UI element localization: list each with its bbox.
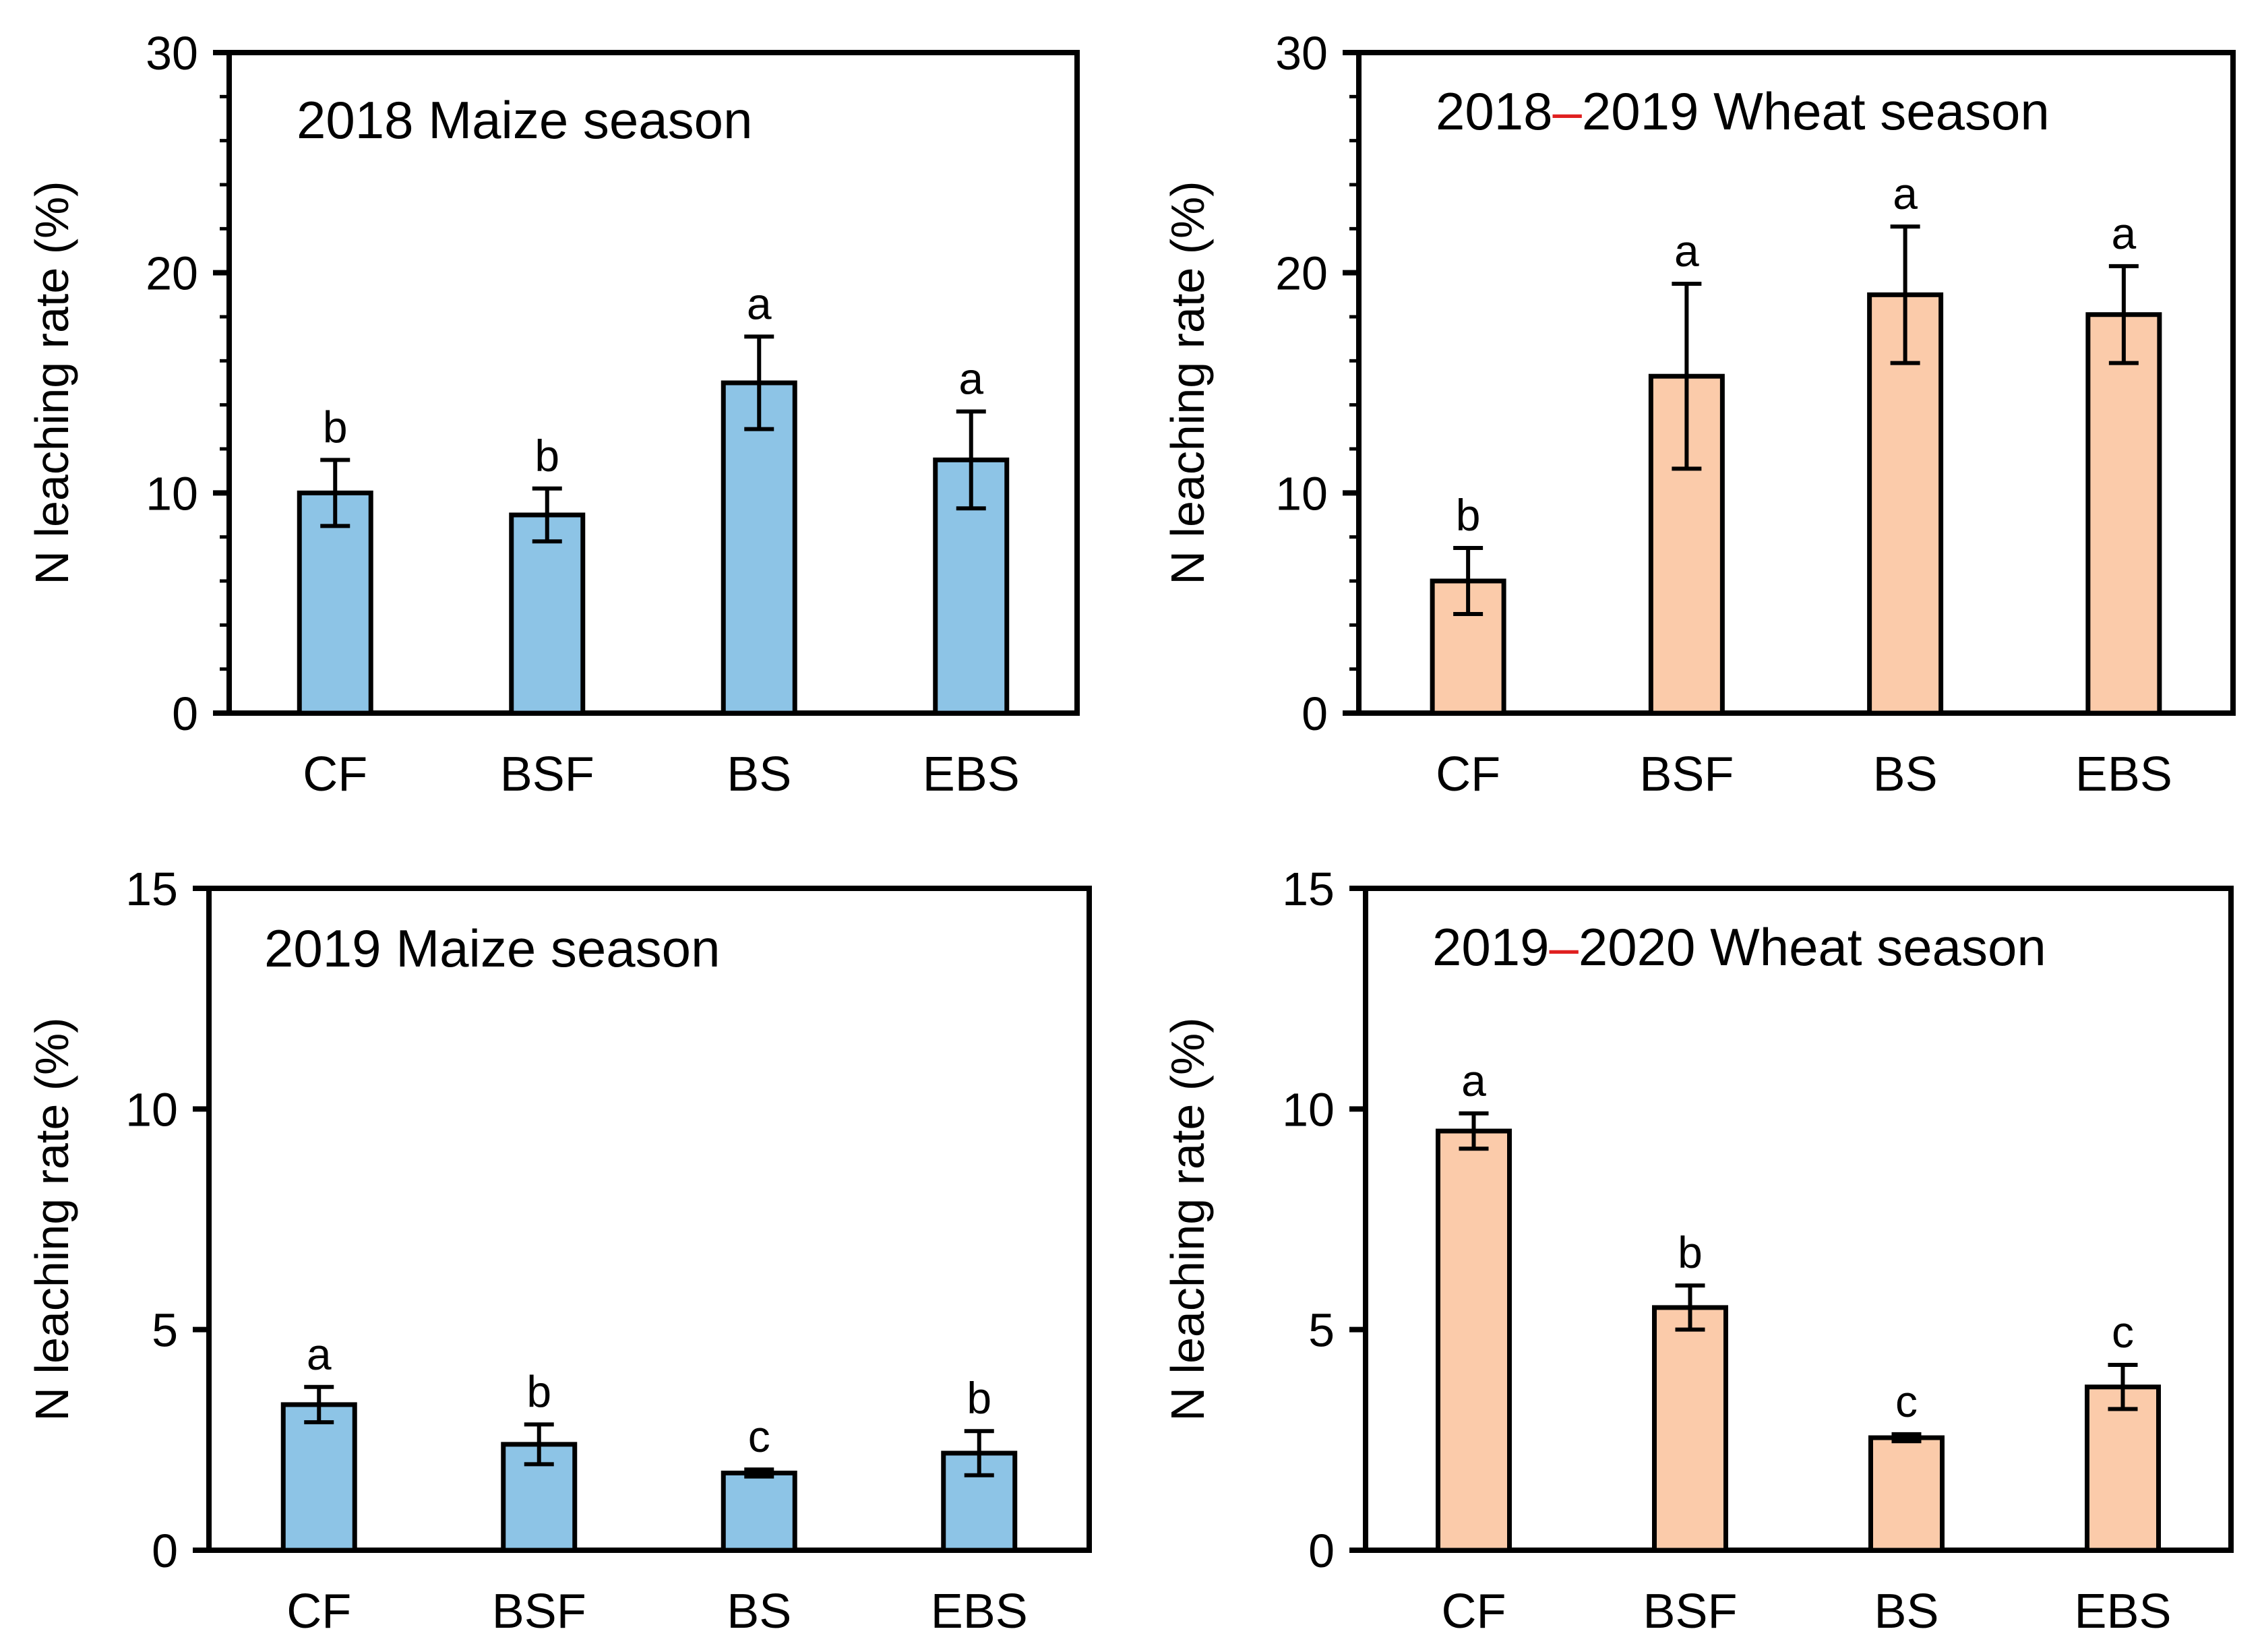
y-tick-label: 15 <box>1282 863 1335 915</box>
chart-title: 2019–2020 Wheat season <box>1432 917 2046 977</box>
significance-letter: a <box>747 278 772 328</box>
y-tick-label: 30 <box>1275 27 1328 80</box>
plot-frame <box>1363 886 2234 1553</box>
title-part: 2018 <box>1436 82 1553 141</box>
bar-ebs <box>933 457 1010 716</box>
significance-letter: b <box>1456 490 1481 540</box>
x-category-label: BSF <box>1639 747 1734 801</box>
y-axis-label: N leaching rate (%) <box>26 1017 78 1421</box>
x-category-label: EBS <box>2074 1585 2171 1639</box>
significance-letter: b <box>323 402 348 452</box>
bar-bsf <box>1652 1305 1728 1553</box>
y-axis-label: N leaching rate (%) <box>1161 1017 1214 1421</box>
y-axis-label: N leaching rate (%) <box>26 181 78 584</box>
x-category-label: BS <box>1873 747 1938 801</box>
title-dash: – <box>1553 82 1583 141</box>
y-axis-label: N leaching rate (%) <box>1161 181 1214 584</box>
y-tick-label: 10 <box>125 1083 178 1136</box>
significance-letter: b <box>526 1366 551 1416</box>
x-category-label: CF <box>1442 1585 1506 1639</box>
y-tick-label: 30 <box>146 27 198 80</box>
title-part: 2019 <box>1432 917 1550 977</box>
chart-title: 2019 Maize season <box>264 919 720 978</box>
significance-letter: c <box>2112 1307 2134 1357</box>
panel-maize-2018: 0 10 20 30 N leaching rate (%) 2018 Maize sea… <box>26 27 1080 801</box>
bar-bs <box>1868 1435 1945 1553</box>
y-tick-label: 10 <box>1275 467 1328 520</box>
bar-cf <box>280 1402 357 1553</box>
bar-bs <box>721 380 797 716</box>
x-category-label: BS <box>1874 1585 1938 1639</box>
significance-letter: c <box>1895 1376 1918 1426</box>
x-category-label: BSF <box>1643 1585 1737 1639</box>
y-tick-label: 10 <box>1282 1083 1335 1136</box>
significance-letter: a <box>1461 1056 1486 1105</box>
title-part: 2018 Maize season <box>297 90 752 150</box>
plot-frame <box>226 50 1080 716</box>
significance-letter: a <box>307 1329 332 1379</box>
y-tick-label: 15 <box>125 863 178 915</box>
chart-title: 2018–2019 Wheat season <box>1436 82 2050 141</box>
significance-letter: b <box>967 1373 991 1423</box>
y-tick-label: 5 <box>152 1304 178 1357</box>
significance-letter: a <box>958 353 983 403</box>
y-tick-label: 10 <box>146 467 198 520</box>
y-tick-label: 20 <box>146 247 198 300</box>
x-category-label: CF <box>1436 747 1500 801</box>
title-part: 2020 Wheat season <box>1579 917 2046 977</box>
x-category-label: EBS <box>2075 747 2172 801</box>
bar-cf <box>1436 1128 1512 1553</box>
bar-ebs <box>2085 312 2162 716</box>
significance-letter: b <box>1678 1227 1703 1277</box>
significance-letter: a <box>1674 226 1699 276</box>
y-tick-label: 0 <box>1302 687 1328 740</box>
panel-maize-2019: 0 5 10 15 N leaching rate (%) 2019 Maize seas… <box>26 863 1092 1639</box>
significance-letter: b <box>534 431 559 481</box>
plot-frame <box>1356 50 2236 716</box>
significance-letter: c <box>748 1411 770 1461</box>
y-tick-label: 0 <box>1308 1525 1335 1577</box>
x-category-label: CF <box>286 1585 351 1639</box>
y-tick-label: 0 <box>172 687 198 740</box>
x-category-label: CF <box>303 747 367 801</box>
significance-letter: a <box>2112 208 2137 258</box>
x-category-label: EBS <box>923 747 1020 801</box>
significance-letter: a <box>1893 169 1918 218</box>
x-category-label: BSF <box>500 747 594 801</box>
x-category-label: BS <box>727 1585 791 1639</box>
x-category-label: BS <box>727 747 791 801</box>
y-tick-label: 0 <box>152 1525 178 1577</box>
panel-wheat-2019-2020: 0 5 10 15 N leaching rate (%) 2019–2020 Wheat… <box>1161 863 2234 1639</box>
bar-bsf <box>509 512 586 716</box>
title-dash: – <box>1550 917 1579 977</box>
y-tick-label: 5 <box>1308 1304 1335 1357</box>
title-part: 2019 Wheat season <box>1582 82 2050 141</box>
x-category-label: EBS <box>931 1585 1028 1639</box>
plot-frame <box>206 886 1092 1553</box>
x-category-label: BSF <box>492 1585 586 1639</box>
title-part: 2019 Maize season <box>264 919 720 978</box>
chart-title: 2018 Maize season <box>297 90 752 150</box>
bar-ebs <box>2085 1384 2161 1553</box>
bar-bs <box>721 1470 797 1553</box>
y-tick-label: 20 <box>1275 247 1328 300</box>
panel-wheat-2018-2019: 0 10 20 30 N leaching rate (%) 2018–2019 Whea… <box>1161 27 2236 801</box>
